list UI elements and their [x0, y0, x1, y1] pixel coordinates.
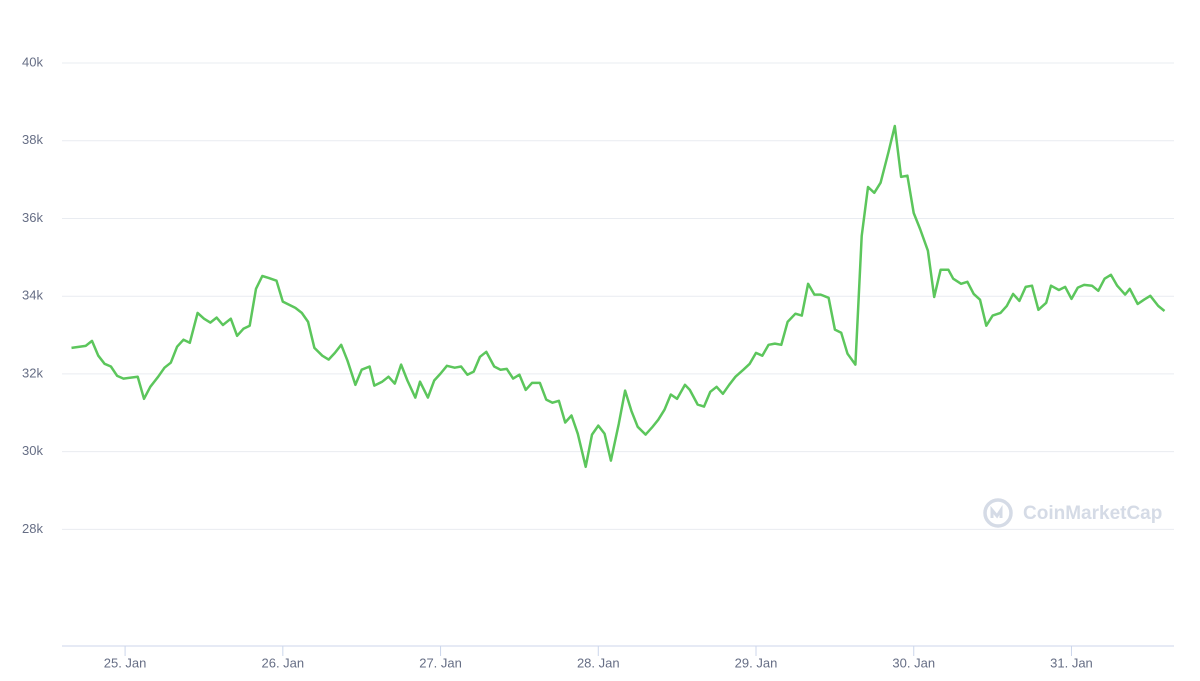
- logo-m: [990, 505, 1003, 519]
- price-line: [71, 124, 1166, 469]
- x-tick-label: 31. Jan: [1050, 655, 1093, 670]
- y-tick-label: 34k: [22, 288, 43, 303]
- x-tick-label: 25. Jan: [104, 655, 147, 670]
- y-tick-label: 28k: [22, 521, 43, 536]
- x-tick-label: 30. Jan: [892, 655, 935, 670]
- watermark-logo: [983, 498, 1013, 528]
- y-tick-label: 30k: [22, 443, 43, 458]
- x-tick-label: 26. Jan: [261, 655, 304, 670]
- x-tick-label: 27. Jan: [419, 655, 462, 670]
- watermark: CoinMarketCap: [1023, 503, 1162, 524]
- y-tick-label: 40k: [22, 54, 43, 69]
- x-tick-label: 28. Jan: [577, 655, 620, 670]
- y-tick-label: 32k: [22, 365, 43, 380]
- y-tick-label: 36k: [22, 210, 43, 225]
- logo-ring: [983, 498, 1013, 528]
- x-tick-label: 29. Jan: [735, 655, 778, 670]
- y-tick-label: 38k: [22, 132, 43, 147]
